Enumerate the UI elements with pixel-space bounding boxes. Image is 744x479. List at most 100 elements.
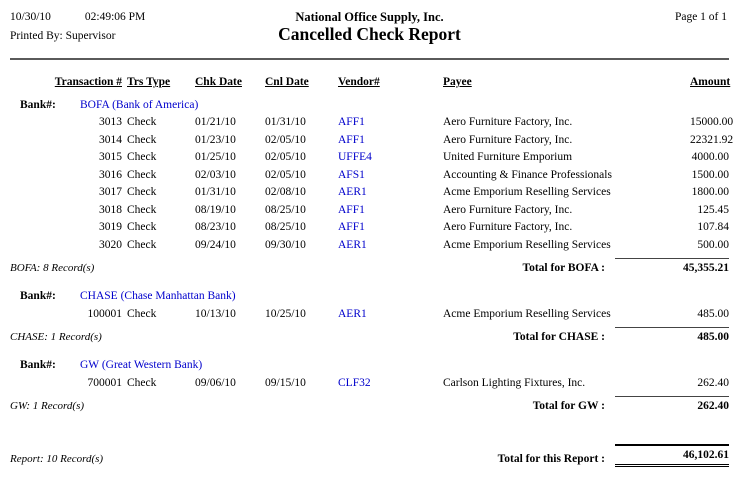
check-rows: 3013 Check 01/21/10 01/31/10 AFF1 Aero F… [10, 114, 733, 255]
amount: 125.45 [697, 203, 729, 216]
trs-type: Check [127, 151, 157, 163]
bank-record-count: GW: 1 Record(s) [10, 400, 85, 412]
chk-date: 08/23/10 [195, 221, 236, 233]
column-header-row: Transaction # Trs Type Chk Date Cnl Date… [10, 74, 731, 92]
vendor-link[interactable]: AER1 [338, 186, 367, 198]
cnl-date: 02/05/10 [265, 151, 306, 163]
chk-date: 08/19/10 [195, 203, 236, 216]
report-total-amount: 46,102.61 [615, 444, 729, 467]
bank-record-count: CHASE: 1 Record(s) [10, 331, 102, 343]
amount: 22321.92 [690, 133, 734, 146]
bank-name-link[interactable]: GW (Great Western Bank) [80, 359, 203, 371]
trs-type: Check [127, 186, 157, 198]
report-total-label: Total for this Report : [497, 453, 605, 465]
bank-subtotal-row: GW: 1 Record(s) Total for GW : 262.40 [10, 396, 729, 414]
transaction-number: 700001 [87, 376, 123, 389]
amount: 107.84 [697, 221, 729, 233]
transaction-number: 3019 [99, 221, 122, 233]
cnl-date: 01/31/10 [265, 116, 306, 128]
payee: Accounting & Finance Professionals [443, 168, 612, 181]
cnl-date: 08/25/10 [265, 203, 306, 216]
chk-date: 01/31/10 [195, 186, 236, 198]
payee: Aero Furniture Factory, Inc. [443, 221, 573, 233]
bank-name-link[interactable]: CHASE (Chase Manhattan Bank) [80, 290, 236, 302]
amount: 262.40 [697, 376, 729, 389]
report-total-row: Report: 10 Record(s) Total for this Repo… [10, 444, 729, 467]
bank-number-label: Bank#: [20, 290, 56, 302]
trs-type: Check [127, 133, 157, 146]
payee: Carlson Lighting Fixtures, Inc. [443, 376, 586, 389]
page-number: Page 1 of 1 [674, 11, 727, 23]
amount: 15000.00 [690, 116, 734, 128]
trs-type: Check [127, 116, 157, 128]
chk-date: 09/06/10 [195, 376, 236, 389]
transaction-number: 3015 [99, 151, 122, 163]
col-header-amount: Amount [690, 76, 731, 88]
vendor-link[interactable]: AFF1 [338, 221, 365, 233]
cnl-date: 09/30/10 [265, 238, 306, 251]
check-row: 100001 Check 10/13/10 10/25/10 AER1 Acme… [10, 306, 730, 324]
report-header: 10/30/10 02:49:06 PM Printed By: Supervis… [10, 10, 729, 56]
payee: Aero Furniture Factory, Inc. [443, 116, 573, 128]
check-row: 3019 Check 08/23/10 08/25/10 AFF1 Aero F… [10, 219, 729, 237]
chk-date: 10/13/10 [195, 307, 236, 320]
check-rows: 700001 Check 09/06/10 09/15/10 CLF32 Car… [10, 375, 730, 393]
chk-date: 09/24/10 [195, 238, 236, 251]
amount: 4000.00 [691, 151, 729, 163]
vendor-link[interactable]: AFF1 [338, 116, 365, 128]
amount: 1800.00 [691, 186, 729, 198]
transaction-number: 100001 [87, 307, 123, 320]
bank-total-label: Total for CHASE : [513, 331, 605, 343]
bank-number-label: Bank#: [20, 359, 56, 371]
cnl-date: 02/05/10 [265, 168, 306, 181]
transaction-number: 3014 [99, 133, 122, 146]
transaction-number: 3017 [99, 186, 122, 198]
vendor-link[interactable]: AFS1 [338, 168, 365, 181]
bank-subtotal-row: CHASE: 1 Record(s) Total for CHASE : 485… [10, 327, 729, 345]
check-rows: 100001 Check 10/13/10 10/25/10 AER1 Acme… [10, 306, 730, 324]
payee: Aero Furniture Factory, Inc. [443, 133, 573, 146]
vendor-link[interactable]: AER1 [338, 238, 367, 251]
transaction-number: 3020 [99, 238, 122, 251]
bank-subtotal-row: BOFA: 8 Record(s) Total for BOFA : 45,35… [10, 258, 729, 276]
chk-date: 02/03/10 [195, 168, 236, 181]
print-date: 10/30/10 [10, 11, 51, 23]
bank-total-label: Total for BOFA : [522, 262, 605, 274]
vendor-link[interactable]: AFF1 [338, 133, 365, 146]
cnl-date: 09/15/10 [265, 376, 306, 389]
payee: Aero Furniture Factory, Inc. [443, 203, 573, 216]
check-row: 3020 Check 09/24/10 09/30/10 AER1 Acme E… [10, 237, 729, 255]
print-datetime: 10/30/10 02:49:06 PM [10, 11, 145, 23]
col-header-transaction: Transaction # [54, 76, 122, 88]
trs-type: Check [127, 376, 157, 389]
check-row: 3016 Check 02/03/10 02/05/10 AFS1 Accoun… [10, 167, 729, 185]
company-name: National Office Supply, Inc. [295, 10, 444, 24]
check-row: 700001 Check 09/06/10 09/15/10 CLF32 Car… [10, 375, 730, 393]
check-row: 3014 Check 01/23/10 02/05/10 AFF1 Aero F… [10, 132, 733, 150]
payee: Acme Emporium Reselling Services [443, 307, 611, 320]
vendor-link[interactable]: AFF1 [338, 203, 365, 216]
check-row: 3017 Check 01/31/10 02/08/10 AER1 Acme E… [10, 184, 729, 202]
col-header-chk-date: Chk Date [195, 76, 242, 88]
check-row: 3018 Check 08/19/10 08/25/10 AFF1 Aero F… [10, 202, 729, 220]
bank-section: Bank#: GW (Great Western Bank) 700001 Ch… [10, 357, 729, 414]
chk-date: 01/25/10 [195, 151, 236, 163]
amount: 500.00 [697, 238, 729, 251]
vendor-link[interactable]: UFFE4 [338, 151, 372, 163]
trs-type: Check [127, 203, 157, 216]
cnl-date: 10/25/10 [265, 307, 306, 320]
cnl-date: 08/25/10 [265, 221, 306, 233]
bank-name-link[interactable]: BOFA (Bank of America) [80, 98, 199, 111]
transaction-number: 3018 [99, 203, 122, 216]
bank-header: Bank#: CHASE (Chase Manhattan Bank) [10, 288, 729, 306]
check-row: 3015 Check 01/25/10 02/05/10 UFFE4 Unite… [10, 149, 729, 167]
vendor-link[interactable]: CLF32 [338, 376, 371, 389]
bank-section: Bank#: CHASE (Chase Manhattan Bank) 1000… [10, 288, 729, 345]
transaction-number: 3013 [99, 116, 122, 128]
cnl-date: 02/05/10 [265, 133, 306, 146]
payee: Acme Emporium Reselling Services [443, 186, 611, 198]
bank-total-label: Total for GW : [532, 400, 605, 412]
bank-header: Bank#: BOFA (Bank of America) [10, 97, 729, 115]
vendor-link[interactable]: AER1 [338, 307, 367, 320]
